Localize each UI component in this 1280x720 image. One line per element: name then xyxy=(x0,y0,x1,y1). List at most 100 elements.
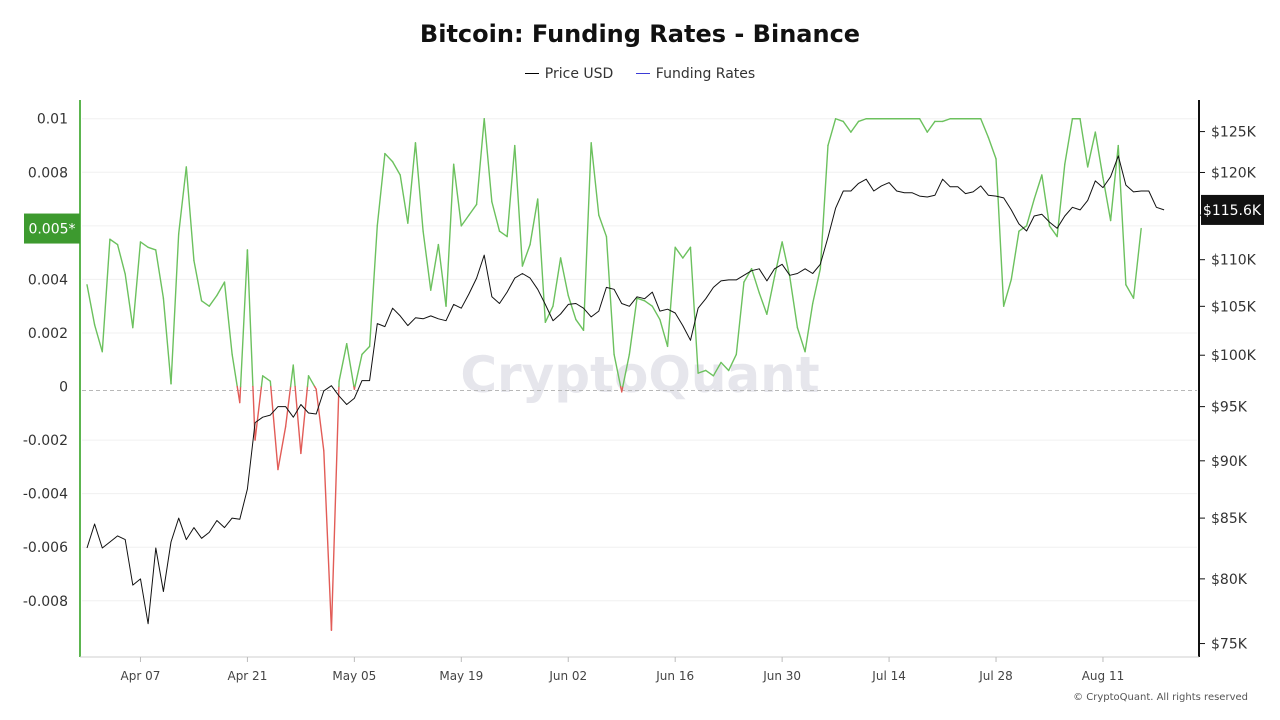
funding-rate-segment xyxy=(941,118,951,123)
left-tick-label: -0.002 xyxy=(23,433,68,449)
funding-rate-segment xyxy=(918,118,928,133)
funding-rate-segment xyxy=(124,273,134,329)
funding-rate-segment xyxy=(1010,230,1020,281)
funding-rate-segment xyxy=(827,118,837,147)
price-series xyxy=(86,155,1165,625)
funding-rate-segment xyxy=(147,246,157,251)
chart-title: Bitcoin: Funding Rates - Binance xyxy=(419,20,861,48)
funding-rate-segment xyxy=(622,353,631,388)
x-tick-label: Jun 02 xyxy=(548,669,587,683)
left-tick-label: 0 xyxy=(59,380,68,396)
funding-rate-segment xyxy=(1048,225,1058,238)
right-tick-label: $100K xyxy=(1211,348,1257,364)
funding-rate-segment xyxy=(452,163,463,227)
x-tick-label: Jun 30 xyxy=(762,669,801,683)
legend-item-funding-rates[interactable]: Funding Rates xyxy=(635,65,756,82)
funding-rate-segment xyxy=(850,120,860,133)
funding-rate-segment xyxy=(987,136,997,160)
x-tick-label: Jul 14 xyxy=(871,669,906,683)
x-tick-label: Aug 11 xyxy=(1082,669,1125,683)
funding-rate-segment xyxy=(407,142,417,224)
right-tick-label: $95K xyxy=(1211,400,1248,416)
funding-rate-segment xyxy=(468,203,478,216)
funding-rate-segment xyxy=(139,241,149,248)
funding-rate-segment xyxy=(613,353,622,388)
funding-rate-segment xyxy=(1033,174,1043,200)
funding-rate-segment xyxy=(544,305,554,323)
funding-rate-segment xyxy=(834,118,844,123)
legend-label-price: Price USD xyxy=(544,65,614,82)
funding-rate-segment xyxy=(567,294,577,321)
funding-rate-segment xyxy=(743,268,753,283)
left-tick-label: -0.004 xyxy=(23,487,68,503)
funding-rate-segment xyxy=(368,225,378,348)
funding-rate-segment xyxy=(391,160,401,176)
funding-rate-segment xyxy=(1125,284,1135,299)
x-axis-ticks: Apr 07 Apr 21 May 05 May 19 Jun 02 Jun 16 Jun … xyxy=(121,657,1125,683)
funding-rate-segment xyxy=(857,118,867,123)
funding-rate-segment xyxy=(294,385,302,455)
left-tick-label: 0.002 xyxy=(28,326,68,342)
left-axis-ticks: 0.010.0080.0060.0040.0020-0.002-0.004-0.… xyxy=(23,112,68,610)
funding-rate-segment xyxy=(514,144,524,267)
funding-rate-segment xyxy=(1117,144,1127,286)
funding-rate-segment xyxy=(246,249,254,388)
funding-rate-segment xyxy=(306,375,310,388)
legend-label-funding-rates: Funding Rates xyxy=(655,65,756,82)
copyright-footer: © CryptoQuant. All rights reserved xyxy=(1073,692,1248,703)
funding-rate-segment xyxy=(1086,131,1097,168)
funding-rate-segment xyxy=(659,318,669,348)
funding-rate-segment xyxy=(536,198,547,323)
funding-rate-segment xyxy=(1018,225,1028,232)
funding-rate-segment xyxy=(720,361,730,372)
funding-rate-segment xyxy=(605,235,615,356)
funding-rate-segment xyxy=(239,249,249,388)
funding-rate-segment xyxy=(170,233,180,385)
funding-rate-segment xyxy=(1041,174,1051,227)
funding-rate-segment xyxy=(582,142,592,331)
funding-rate-segment xyxy=(376,152,386,227)
funding-rate-segment xyxy=(185,166,195,262)
funding-rate-segment xyxy=(666,246,676,348)
funding-rate-segment xyxy=(621,385,624,393)
right-tick-label: $90K xyxy=(1211,454,1248,470)
funding-rate-segment xyxy=(1102,176,1112,222)
funding-rate-segment xyxy=(300,385,309,455)
legend-swatch-funding-rates xyxy=(635,73,650,74)
funding-rate-segment xyxy=(980,118,990,139)
right-tick-label: $120K xyxy=(1211,165,1257,181)
funding-rate-segment xyxy=(926,120,936,133)
funding-rate-segment xyxy=(86,284,96,326)
funding-rate-segment xyxy=(475,118,485,206)
funding-rate-segment xyxy=(842,120,852,133)
funding-rate-segment xyxy=(598,214,608,238)
funding-rate-segment xyxy=(430,243,440,291)
funding-rate-segment xyxy=(260,375,264,388)
funding-rate-segment xyxy=(1079,118,1089,168)
current-funding-rate-label: 0.005* xyxy=(28,222,75,238)
funding-rate-segment xyxy=(216,281,226,297)
x-tick-label: Apr 07 xyxy=(121,669,161,683)
current-funding-rate-badge xyxy=(24,213,80,244)
legend-swatch-price xyxy=(524,73,539,74)
funding-rate-segment xyxy=(284,385,292,428)
funding-rate-segment xyxy=(552,257,562,307)
funding-rate-segment xyxy=(804,302,814,353)
legend-item-price[interactable]: Price USD xyxy=(524,65,614,82)
funding-rate-segment xyxy=(643,300,653,307)
funding-rate-segment xyxy=(781,241,791,278)
left-tick-label: 0.01 xyxy=(37,112,68,128)
funding-rate-segment xyxy=(1056,163,1066,238)
funding-rate-segment xyxy=(208,294,218,307)
funding-rate-segment xyxy=(384,152,394,163)
right-tick-label: $105K xyxy=(1211,299,1257,315)
funding-rate-segment xyxy=(155,249,165,299)
funding-rate-segment xyxy=(735,281,745,356)
funding-rate-segment xyxy=(132,241,142,329)
funding-rate-segment xyxy=(239,385,242,404)
funding-rate-segment xyxy=(819,144,829,270)
current-price-label: $115.6K xyxy=(1203,203,1262,219)
funding-rate-segment xyxy=(1064,118,1074,165)
funding-rate-segment xyxy=(399,174,409,224)
left-tick-label: 0.004 xyxy=(28,272,68,288)
